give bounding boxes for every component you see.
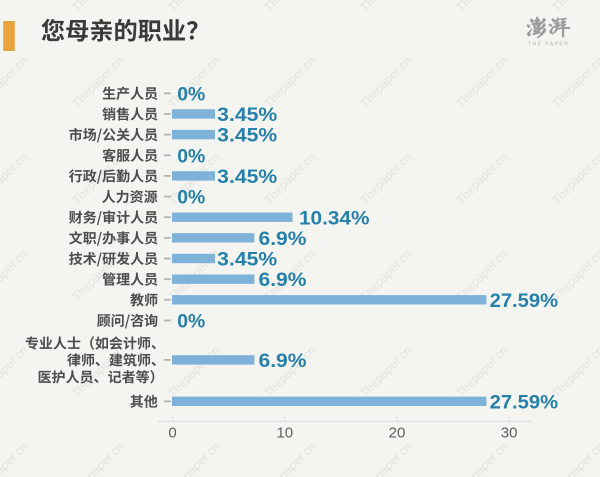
svg-text:3.45%: 3.45%: [217, 104, 277, 126]
svg-text:0%: 0%: [177, 311, 205, 333]
svg-text:3.45%: 3.45%: [217, 249, 277, 271]
svg-text:6.9%: 6.9%: [259, 269, 307, 291]
svg-text:30: 30: [501, 424, 518, 441]
svg-text:0%: 0%: [177, 83, 205, 105]
svg-text:3.45%: 3.45%: [217, 125, 277, 147]
svg-text:0: 0: [168, 424, 176, 441]
svg-text:10: 10: [276, 424, 293, 441]
svg-text:3.45%: 3.45%: [217, 166, 277, 188]
svg-text:0%: 0%: [177, 145, 205, 167]
svg-text:THE PAPER: THE PAPER: [528, 42, 568, 48]
svg-text:10.34%: 10.34%: [299, 207, 370, 229]
svg-text:6.9%: 6.9%: [259, 228, 307, 250]
svg-text:20: 20: [389, 424, 406, 441]
svg-text:6.9%: 6.9%: [259, 350, 307, 372]
svg-text:27.59%: 27.59%: [490, 391, 558, 413]
svg-text:0%: 0%: [177, 187, 205, 209]
svg-text:27.59%: 27.59%: [490, 290, 558, 312]
